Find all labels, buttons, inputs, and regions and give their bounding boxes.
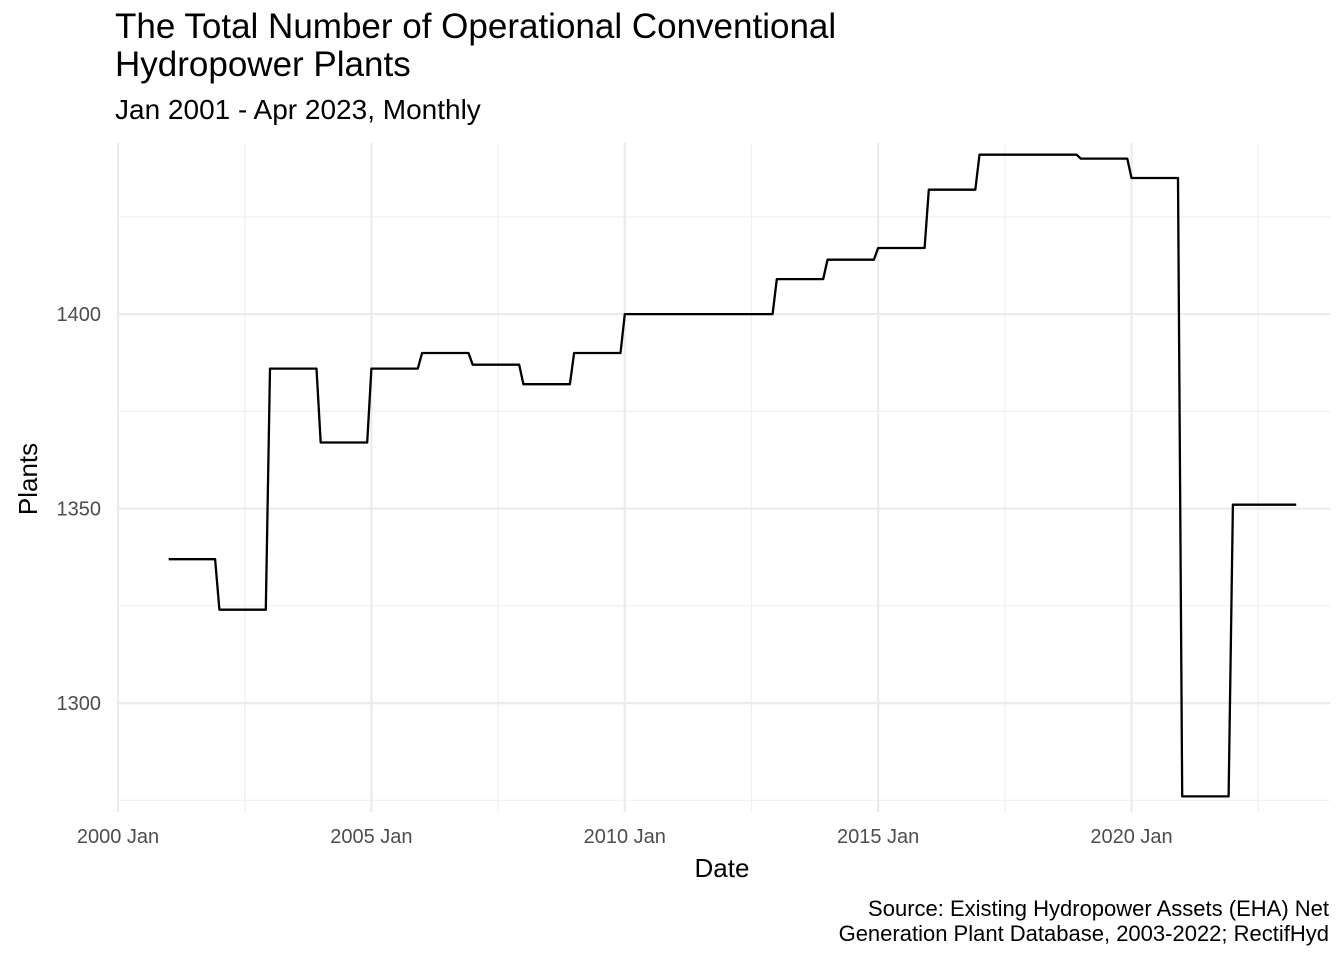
x-tick-label: 2010 Jan	[584, 826, 666, 848]
y-tick-label: 1300	[57, 693, 102, 715]
major-grid	[116, 143, 1330, 812]
chart-subtitle: Jan 2001 - Apr 2023, Monthly	[115, 94, 481, 125]
chart-title-line-2: Hydropower Plants	[115, 45, 411, 84]
x-tick-label: 2015 Jan	[837, 826, 919, 848]
caption-line-2: Generation Plant Database, 2003-2022; Re…	[838, 921, 1329, 946]
y-axis-ticks: 1300 1350 1400	[57, 304, 102, 715]
y-tick-label: 1400	[57, 304, 102, 326]
x-tick-label: 2020 Jan	[1090, 826, 1172, 848]
chart-title: The Total Number of Operational Conventi…	[115, 8, 836, 84]
x-axis-ticks: 2000 Jan 2005 Jan 2010 Jan 2015 Jan 2020…	[77, 826, 1173, 848]
caption-line-1: Source: Existing Hydropower Assets (EHA)…	[868, 896, 1329, 921]
chart-caption: Source: Existing Hydropower Assets (EHA)…	[839, 896, 1329, 946]
chart-title-line-1: The Total Number of Operational Conventi…	[115, 7, 837, 46]
series-layer	[168, 153, 1297, 798]
x-axis-title: Date	[695, 853, 750, 883]
x-tick-label: 2005 Jan	[330, 826, 412, 848]
y-tick-label: 1350	[57, 499, 102, 521]
minor-grid	[118, 143, 1330, 812]
series-line	[168, 153, 1297, 798]
x-tick-label: 2000 Jan	[77, 826, 159, 848]
y-axis-title: Plants	[13, 443, 43, 515]
